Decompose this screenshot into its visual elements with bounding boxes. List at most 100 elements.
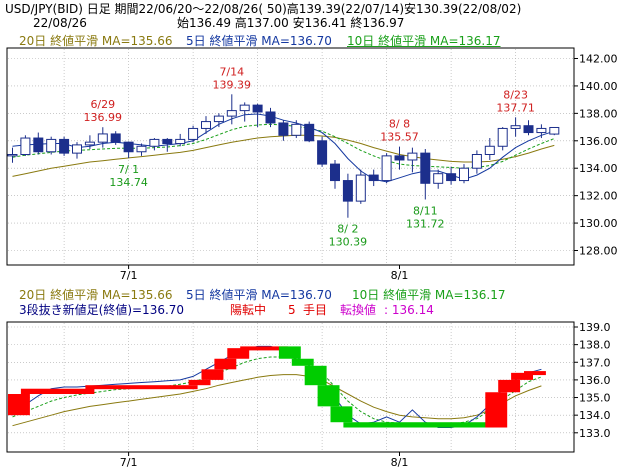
tlb-ytick-label: 136.0 (579, 374, 611, 387)
candle-body (97, 133, 108, 143)
annotation-value: 137.71 (496, 101, 535, 114)
annotation-value: 135.57 (380, 131, 419, 144)
brick (188, 379, 211, 386)
annotation-date: 7/ 1 (118, 163, 139, 176)
brick (240, 346, 288, 351)
candle-body (394, 155, 405, 161)
candle-body (110, 133, 121, 143)
candle-body (188, 127, 199, 140)
candle-body (291, 123, 302, 136)
candle-body (304, 123, 315, 142)
candle-body (72, 144, 82, 154)
price-ytick-label: 142.00 (579, 53, 618, 66)
tlb-xtick-label: 8/1 (391, 456, 409, 469)
bar-date: 22/08/26 (33, 16, 87, 30)
candle-body (239, 104, 250, 112)
candle-body (368, 174, 379, 182)
candle-body (355, 174, 366, 202)
candle-body (84, 141, 95, 146)
brick (304, 365, 327, 386)
price-ytick-label: 134.00 (579, 162, 618, 175)
candle-body (549, 126, 560, 135)
tlb-ytick-label: 138.0 (579, 339, 611, 352)
annotation-date: 8/11 (413, 204, 438, 217)
legend-ma5: 5日 終値平滑 MA=136.70 (186, 34, 332, 48)
candle-body (381, 155, 392, 182)
chart-title: USD/JPY(BID) 日足 期間22/06/20～22/08/26( 50)… (5, 2, 522, 16)
brick-count: 5 (288, 303, 296, 317)
candle-body (420, 152, 431, 184)
brick (227, 348, 250, 359)
candle-body (446, 173, 457, 182)
candle-body (136, 145, 147, 153)
turn-value: : 136.14 (384, 303, 434, 317)
three-line-break-value: 3段抜き新値足(終値)=136.70 (19, 303, 185, 317)
candle-body (252, 104, 263, 113)
brick (511, 372, 533, 380)
annotation-value: 139.39 (213, 78, 252, 91)
candle-body (123, 141, 134, 153)
tlb-ytick-label: 139.0 (579, 321, 611, 334)
brick (85, 385, 198, 390)
legend-ma5-bottom: 5日 終値平滑 MA=136.70 (186, 288, 332, 302)
brick (291, 358, 314, 366)
brick-count-unit: 手目 (303, 303, 328, 317)
price-ytick-label: 132.00 (579, 190, 618, 203)
price-panel (6, 47, 575, 266)
candle-body (59, 138, 70, 154)
brick (8, 394, 30, 416)
reversal-status: 陽転中 (230, 303, 267, 317)
annotation-date: 8/ 8 (389, 118, 410, 131)
candle-body (330, 163, 340, 182)
brick (201, 369, 224, 380)
candle-body (536, 127, 547, 134)
legend-ma20-bottom: 20日 終値平滑 MA=135.66 (19, 288, 173, 302)
tlb-ma20-line (12, 374, 542, 427)
tlb-xtick-label: 7/1 (120, 456, 138, 469)
tlb-ytick-label: 137.0 (579, 356, 611, 369)
candle-body (226, 110, 237, 117)
candle-body (201, 121, 211, 129)
brick (330, 406, 353, 423)
annotation-value: 131.72 (406, 217, 445, 230)
candle-body (7, 154, 18, 157)
brick (214, 358, 237, 370)
brick (498, 379, 521, 393)
brick (278, 346, 301, 359)
candle-body (523, 125, 534, 134)
price-ytick-label: 138.00 (579, 107, 618, 120)
candle-body (33, 137, 44, 153)
candle-body (407, 152, 418, 161)
candle-body (213, 115, 224, 123)
candle-body (278, 122, 289, 136)
price-xtick-label: 8/1 (391, 269, 409, 282)
price-xtick-label: 7/1 (120, 269, 138, 282)
brick (317, 385, 340, 407)
brick (20, 388, 95, 395)
price-ytick-label: 130.00 (579, 217, 618, 230)
annotation-date: 8/23 (503, 88, 528, 101)
turn-label: 転換値 (340, 303, 377, 317)
annotation-value: 130.39 (329, 236, 368, 249)
ohlc-readout: 始136.49 高137.00 安136.41 終136.97 (177, 16, 405, 30)
legend-ma10-bottom: 10日 終値平滑 MA=136.17 (352, 288, 506, 302)
annotation-date: 7/14 (219, 65, 244, 78)
annotation-date: 6/29 (90, 98, 115, 111)
candle-body (265, 111, 276, 124)
candle-body (162, 138, 173, 145)
brick (524, 371, 546, 376)
candle-body (149, 138, 160, 147)
price-ytick-label: 140.00 (579, 80, 618, 93)
tlb-ytick-label: 134.0 (579, 409, 611, 422)
candle-body (484, 145, 495, 155)
candle-body (46, 138, 57, 153)
annotation-value: 134.74 (109, 176, 148, 189)
candle-body (20, 137, 31, 156)
candle-body (175, 138, 186, 145)
annotation-date: 8/ 2 (337, 223, 358, 236)
annotation-value: 136.99 (84, 111, 123, 124)
brick (485, 392, 508, 428)
price-ytick-label: 128.00 (579, 245, 618, 258)
brick (343, 422, 495, 428)
